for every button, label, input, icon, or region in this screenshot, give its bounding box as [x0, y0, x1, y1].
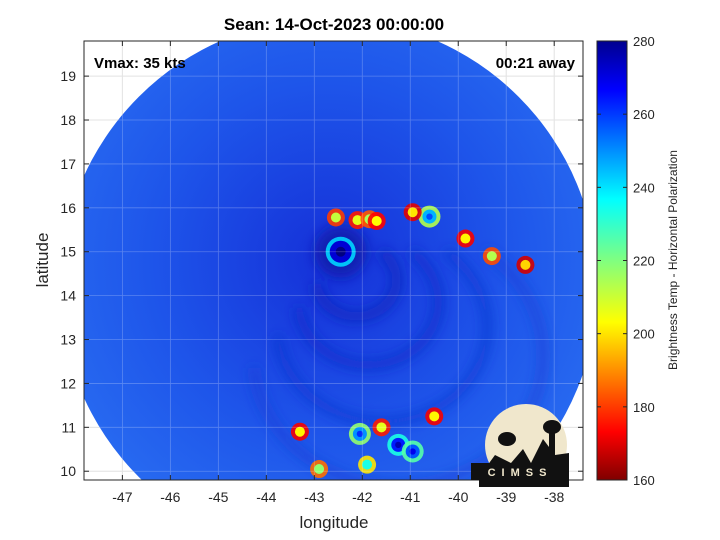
x-tick-label: -44 [256, 489, 276, 505]
y-tick-label: 12 [60, 375, 76, 391]
colorbar-tick-label: 280 [633, 34, 655, 49]
y-tick-marks: 10 11 12 13 14 15 16 17 18 19 [60, 68, 583, 479]
x-tick-label: -43 [304, 489, 324, 505]
y-tick-label: 19 [60, 68, 76, 84]
x-tick-label: -47 [112, 489, 132, 505]
convective-cell [314, 464, 325, 475]
spiral-band [311, 247, 402, 322]
logo-dish [498, 432, 516, 446]
plot-axes: -47 -46 -45 -44 -43 -42 -41 -40 -39 -38 101112131… [60, 40, 584, 505]
convective-cell [520, 259, 531, 270]
x-tick-marks: -47 -46 -45 -44 -43 -42 -41 -40 -39 -38 [112, 41, 565, 505]
logo-text: CIMSS [488, 467, 553, 479]
convective-cell [376, 422, 387, 433]
y-tick-label: 13 [60, 332, 76, 348]
cimss-logo: CIMSS [471, 404, 569, 487]
y-axis-label: latitude [33, 233, 52, 288]
cell-core [409, 448, 416, 455]
y-tick-label: 14 [60, 288, 76, 304]
cell-core [395, 441, 402, 449]
spiral-band [250, 248, 547, 480]
logo-band [471, 463, 569, 480]
cell-core [426, 213, 433, 220]
colorbar-tick-label: 240 [633, 180, 655, 195]
convective-cell [460, 233, 471, 244]
y-tick-label: 16 [60, 200, 76, 216]
vmax-annotation: Vmax: 35 kts [94, 55, 186, 72]
colorbar-ticks: 160 180 200 220 240 260 280 [597, 34, 655, 488]
colorbar-tick-label: 180 [633, 400, 655, 415]
chart-title: Sean: 14-Oct-2023 00:00:00 [224, 15, 444, 34]
colorbar: 160 180 200 220 240 260 280 Brightness Temp - … [596, 34, 680, 488]
y-tick-label: 15 [60, 244, 76, 260]
x-tick-label: -46 [160, 489, 180, 505]
spiral-band [294, 248, 443, 370]
x-tick-label: -39 [496, 489, 516, 505]
cell-core [335, 246, 346, 257]
x-tick-label: -38 [544, 489, 564, 505]
convective-cell [294, 426, 305, 437]
convective-cell [429, 411, 440, 422]
y-tick-label: 17 [60, 156, 76, 172]
y-tick-label: 11 [61, 419, 76, 435]
x-tick-label: -42 [352, 489, 372, 505]
convective-cell [362, 459, 373, 470]
logo-tower [549, 427, 555, 457]
time-offset-annotation: 00:21 away [496, 55, 576, 72]
convective-cell [352, 215, 363, 226]
x-tick-label: -40 [448, 489, 468, 505]
colorbar-label: Brightness Temp - Horizontal Polarizatio… [666, 150, 680, 370]
colorbar-gradient [596, 40, 628, 481]
logo-tank [543, 420, 561, 434]
colorbar-tick-label: 200 [633, 327, 655, 342]
x-tick-label: -45 [208, 489, 228, 505]
colorbar-tick-label: 160 [633, 473, 655, 488]
cell-core [356, 430, 364, 438]
x-axis-label: longitude [299, 513, 368, 532]
colorbar-tick-label: 220 [633, 254, 655, 269]
convective-cells [290, 203, 535, 479]
y-tick-label: 18 [60, 112, 76, 128]
convective-cell [330, 212, 341, 223]
x-tick-label: -41 [400, 489, 420, 505]
axes-box [83, 40, 584, 481]
convective-cell [371, 215, 382, 226]
convective-cell [407, 207, 418, 218]
y-tick-label: 10 [60, 463, 76, 479]
swath-layer [84, 41, 583, 480]
convective-cell [486, 251, 497, 262]
colorbar-tick-label: 260 [633, 107, 655, 122]
